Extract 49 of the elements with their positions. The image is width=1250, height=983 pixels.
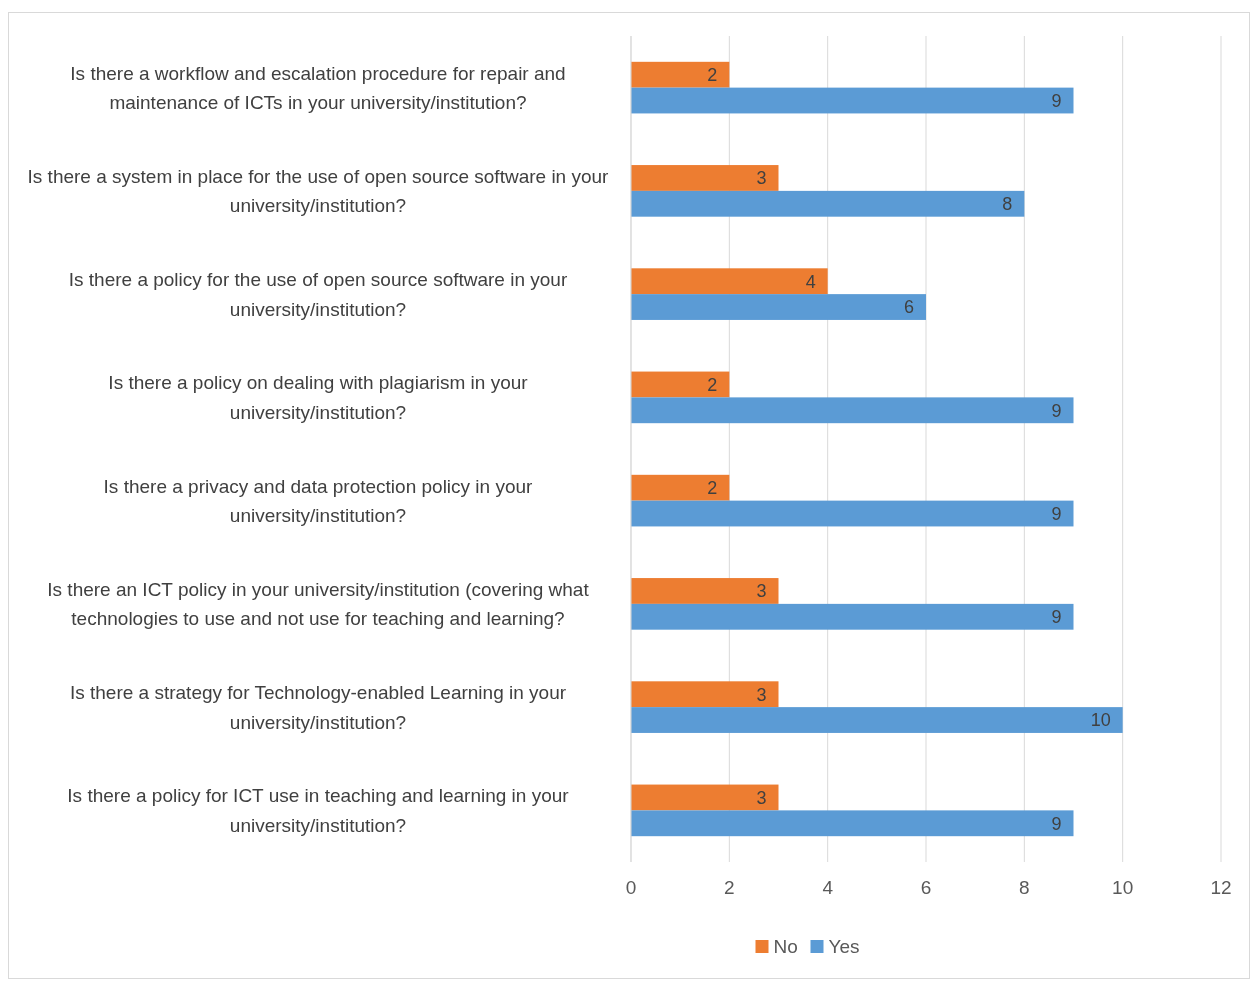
- data-label: 9: [1051, 813, 1062, 834]
- y-tick-label: Is there a system in place for the use of open source software in your university/institution?: [27, 165, 610, 217]
- data-label: 9: [1051, 400, 1062, 421]
- data-label: 9: [1051, 607, 1062, 628]
- y-tick-label: Is there a strategy for Technology-enabled Learning in your university/institution?: [69, 682, 567, 733]
- data-label: 8: [1002, 194, 1013, 215]
- x-tick-label: 8: [1019, 877, 1030, 898]
- bar: [631, 500, 1074, 527]
- y-tick-label: Is there a workflow and escalation procedure for repair and maintenance of ICTs in your university/institution?: [70, 62, 566, 114]
- y-tick-label: Is there an ICT policy in your university/institution (covering what technologies to use and not use for teaching and learning?: [47, 578, 590, 630]
- bar: [631, 190, 1025, 217]
- data-label: 10: [1090, 710, 1111, 731]
- data-label: 2: [707, 65, 718, 86]
- x-tick-label: 4: [822, 877, 834, 898]
- data-label: 2: [707, 374, 718, 395]
- bar: [631, 681, 779, 708]
- data-label: 6: [903, 297, 914, 318]
- bar: [631, 578, 779, 604]
- x-tick-label: 10: [1112, 877, 1134, 898]
- y-tick-label: Is there a policy on dealing with plagiarism in your university/institution?: [108, 372, 529, 423]
- data-label: 3: [756, 684, 767, 705]
- bar: [631, 165, 779, 191]
- data-label: 3: [756, 787, 767, 808]
- bar: [631, 87, 1074, 114]
- data-label: 3: [756, 168, 767, 189]
- bar: [631, 371, 730, 398]
- data-label: 3: [756, 581, 767, 602]
- data-label: 2: [707, 478, 718, 499]
- bar: [631, 268, 828, 295]
- bar: [631, 603, 1074, 630]
- bar: [631, 61, 730, 88]
- data-label: 9: [1051, 90, 1062, 111]
- bar: [631, 707, 1123, 733]
- bar: [631, 474, 730, 501]
- x-tick-label: 6: [920, 877, 932, 898]
- data-label: 4: [805, 271, 816, 292]
- bar: [631, 397, 1074, 424]
- y-tick-label: Is there a privacy and data protection policy in your university/institution?: [103, 475, 534, 527]
- x-tick-label: 0: [625, 877, 637, 898]
- data-label: 9: [1051, 503, 1062, 524]
- y-tick-label: Is there a policy for ICT use in teaching and learning in your university/institution?: [67, 785, 570, 836]
- legend-label: No: [773, 935, 798, 957]
- x-tick-label: 2: [724, 877, 735, 898]
- bar: [631, 810, 1074, 837]
- bar: [631, 784, 779, 811]
- x-tick-label: 12: [1210, 877, 1232, 898]
- legend-label: Yes: [828, 935, 860, 957]
- y-tick-label: Is there a policy for the use of open source software in your university/institution?: [68, 269, 568, 320]
- bar: [631, 294, 926, 320]
